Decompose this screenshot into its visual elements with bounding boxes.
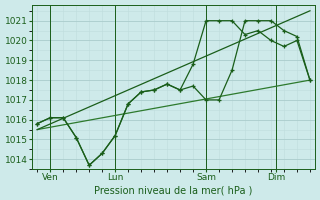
X-axis label: Pression niveau de la mer( hPa ): Pression niveau de la mer( hPa )	[94, 185, 253, 195]
